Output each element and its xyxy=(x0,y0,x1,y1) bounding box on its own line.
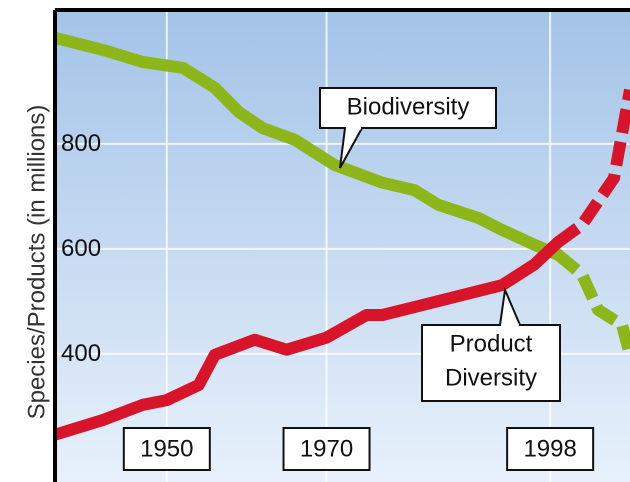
y-tick-label: 600 xyxy=(61,235,101,262)
callout-box xyxy=(421,324,561,402)
series-line xyxy=(56,236,565,441)
projected-line xyxy=(554,88,630,247)
x-tick-box xyxy=(122,427,211,471)
series-line xyxy=(56,31,565,261)
callout-pointer xyxy=(499,286,521,326)
annotation: Diversity xyxy=(445,364,537,391)
callout-pointer xyxy=(339,127,363,169)
callout-box xyxy=(319,87,497,129)
x-tick-label: 1998 xyxy=(523,435,576,462)
projected-line xyxy=(554,250,630,357)
x-tick-box xyxy=(506,427,595,471)
y-axis-label: Species/Products (in millions) xyxy=(23,105,50,420)
x-tick-label: 1970 xyxy=(300,435,353,462)
lines xyxy=(56,31,630,441)
y-tick-label: 400 xyxy=(61,340,101,367)
annotation: Product xyxy=(450,330,533,357)
labels: 400 600 800 1950 1970 1998 Biodiversity Product… xyxy=(61,87,595,471)
annotation: Biodiversity xyxy=(347,93,470,120)
x-tick-box xyxy=(282,427,371,471)
y-tick-label: 800 xyxy=(61,130,101,157)
x-tick-label: 1950 xyxy=(140,435,193,462)
